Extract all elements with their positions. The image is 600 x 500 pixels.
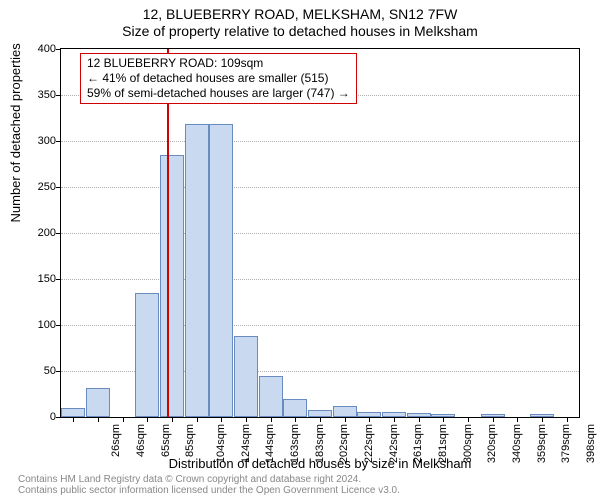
y-tick-mark [56,279,60,280]
x-tick-mark [517,418,518,422]
y-tick-mark [56,233,60,234]
x-tick-mark [123,418,124,422]
x-tick-label: 300sqm [462,424,474,463]
x-tick-label: 144sqm [264,424,276,463]
x-tick-mark [320,418,321,422]
y-tick-label: 300 [38,135,56,147]
x-tick-label: 340sqm [511,424,523,463]
x-tick-label: 46sqm [135,424,147,457]
histogram-bar [481,414,505,417]
page-title: 12, BLUEBERRY ROAD, MELKSHAM, SN12 7FW [0,0,600,23]
x-tick-mark [295,418,296,422]
annotation-box: 12 BLUEBERRY ROAD: 109sqm ← 41% of detac… [80,53,357,104]
x-tick-label: 261sqm [412,424,424,463]
x-tick-mark [468,418,469,422]
histogram-bar [530,414,554,417]
histogram-bar [209,124,233,417]
y-tick-mark [56,371,60,372]
histogram-bar [234,336,258,417]
marker-line [167,49,169,417]
chart-page: { "header": { "title": "12, BLUEBERRY RO… [0,0,600,500]
annotation-line-3: 59% of semi-detached houses are larger (… [87,86,350,101]
y-tick-label: 200 [38,227,56,239]
histogram-bar [382,412,406,417]
y-tick-label: 100 [38,319,56,331]
x-tick-mark [98,418,99,422]
x-tick-mark [246,418,247,422]
x-tick-mark [221,418,222,422]
annotation-line-1: 12 BLUEBERRY ROAD: 109sqm [87,56,350,71]
grid-line [61,279,579,280]
y-tick-mark [56,325,60,326]
grid-line [61,187,579,188]
histogram-bar [333,406,357,417]
y-tick-mark [56,49,60,50]
y-tick-mark [56,141,60,142]
x-tick-label: 242sqm [388,424,400,463]
x-tick-label: 398sqm [585,424,597,463]
y-tick-label: 50 [44,365,56,377]
x-tick-mark [271,418,272,422]
annotation-line-2: ← 41% of detached houses are smaller (51… [87,71,350,86]
x-tick-mark [542,418,543,422]
histogram-bar [259,376,283,417]
x-tick-label: 26sqm [110,424,122,457]
x-tick-label: 163sqm [289,424,301,463]
x-tick-mark [493,418,494,422]
histogram-bar [407,413,431,417]
y-tick-label: 250 [38,181,56,193]
y-tick-mark [56,95,60,96]
y-axis-label: Number of detached properties [8,43,23,222]
y-tick-label: 150 [38,273,56,285]
histogram-bar [135,293,159,417]
x-tick-label: 183sqm [314,424,326,463]
page-subtitle: Size of property relative to detached ho… [0,23,600,40]
attribution-line-2: Contains public sector information licen… [18,485,590,496]
x-tick-mark [419,418,420,422]
x-tick-label: 222sqm [363,424,375,463]
x-tick-label: 320sqm [486,424,498,463]
x-tick-mark [172,418,173,422]
x-tick-label: 65sqm [160,424,172,457]
grid-line [61,141,579,142]
x-tick-mark [73,418,74,422]
x-tick-mark [345,418,346,422]
y-tick-mark [56,417,60,418]
histogram-bar [431,414,455,417]
x-tick-label: 104sqm [215,424,227,463]
x-tick-label: 85sqm [184,424,196,457]
x-tick-mark [443,418,444,422]
x-tick-label: 202sqm [338,424,350,463]
grid-line [61,233,579,234]
histogram-bar [86,388,110,417]
x-tick-mark [567,418,568,422]
x-tick-label: 281sqm [437,424,449,463]
histogram-bar [357,412,381,417]
histogram-bar [185,124,209,417]
y-tick-mark [56,187,60,188]
x-tick-label: 379sqm [560,424,572,463]
y-tick-label: 350 [38,89,56,101]
x-tick-mark [147,418,148,422]
histogram-bar [160,155,184,417]
histogram-bar [308,410,332,417]
attribution-line-1: Contains HM Land Registry data © Crown c… [18,474,590,485]
histogram-bar [61,408,85,417]
x-tick-label: 359sqm [536,424,548,463]
x-tick-label: 124sqm [240,424,252,463]
x-tick-mark [369,418,370,422]
x-tick-mark [394,418,395,422]
x-tick-mark [197,418,198,422]
attribution: Contains HM Land Registry data © Crown c… [18,474,590,496]
histogram-bar [283,399,307,417]
y-tick-label: 400 [38,43,56,55]
